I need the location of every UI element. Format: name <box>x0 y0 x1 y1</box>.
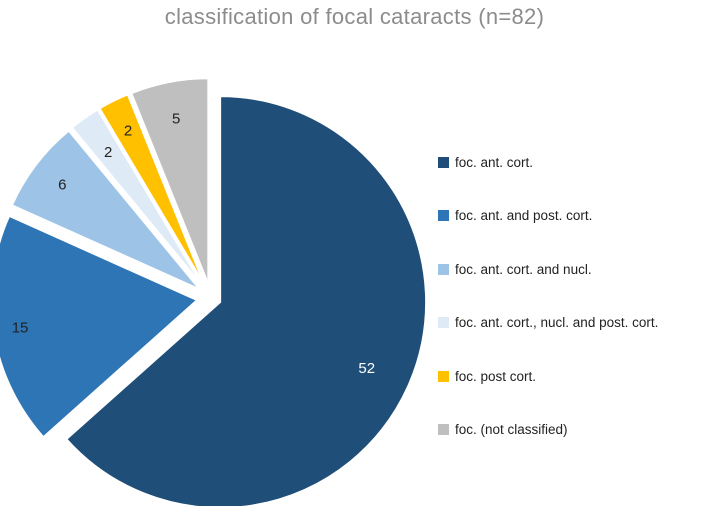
slice-value-label: 5 <box>172 110 180 127</box>
pie-slice <box>130 77 210 285</box>
legend-item: foc. ant. and post. cort. <box>438 205 658 227</box>
legend-swatch <box>438 317 449 329</box>
pie-slice <box>64 95 428 506</box>
legend-label: foc. post cort. <box>455 368 537 384</box>
legend-swatch <box>438 156 449 168</box>
legend-label: foc. (not classified) <box>455 422 568 438</box>
slice-value-label: 6 <box>58 177 66 194</box>
pie-slice <box>70 108 204 288</box>
pie-slice <box>98 93 206 286</box>
legend-item: foc. ant. cort., nucl. and post. cort. <box>438 312 658 334</box>
legend-swatch <box>438 370 449 382</box>
legend-label: foc. ant. cort. <box>455 154 534 170</box>
legend-item: foc. ant. cort. <box>438 151 658 173</box>
chart-title: classification of focal cataracts (n=82) <box>164 4 545 29</box>
pie-slice <box>0 214 199 439</box>
slice-value-label: 2 <box>124 122 132 139</box>
legend-swatch <box>438 424 449 436</box>
slice-value-label: 52 <box>358 360 375 377</box>
legend-label: foc. ant. and post. cort. <box>455 208 593 224</box>
chart-legend: foc. ant. cort. foc. ant. and post. cort.… <box>438 151 658 473</box>
legend-item: foc. (not classified) <box>438 419 658 441</box>
slice-value-label: 15 <box>12 319 29 336</box>
legend-item: foc. ant. cort. and nucl. <box>438 258 658 280</box>
legend-swatch <box>438 263 449 275</box>
legend-item: foc. post cort. <box>438 365 658 387</box>
legend-label: foc. ant. cort., nucl. and post. cort. <box>455 315 659 331</box>
slice-value-label: 2 <box>104 144 112 161</box>
legend-label: foc. ant. cort. and nucl. <box>455 261 592 277</box>
legend-swatch <box>438 210 449 222</box>
pie-slice <box>10 129 201 291</box>
